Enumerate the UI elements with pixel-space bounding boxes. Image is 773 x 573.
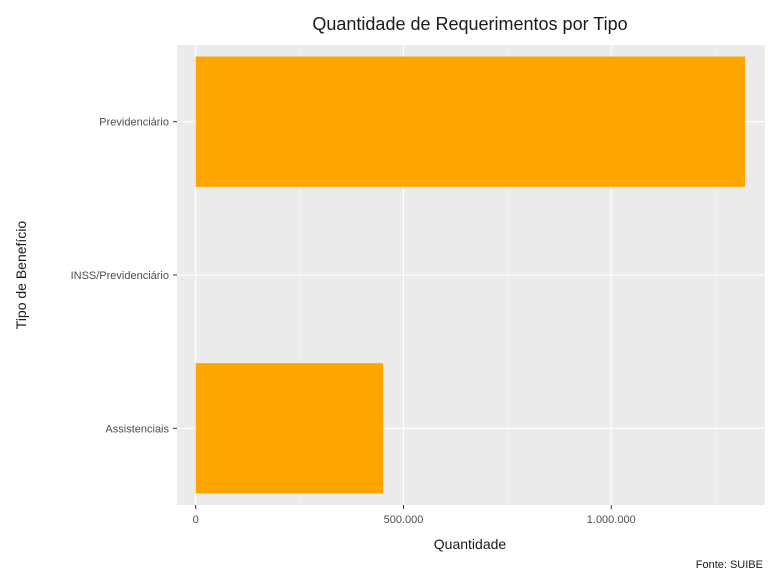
plot-area: Previdenciário INSS/Previdenciário Assiste… [71, 45, 765, 526]
x-axis-title: Quantidade [434, 536, 507, 552]
y-tick-label: Assistenciais [105, 423, 169, 435]
y-tick-label: Previdenciário [99, 117, 169, 129]
x-tick-label: 0 [193, 514, 199, 526]
x-tick-label: 1.000.000 [587, 514, 636, 526]
bar [195, 363, 384, 494]
chart-caption: Fonte: SUIBE [696, 559, 763, 571]
chart-title: Quantidade de Requerimentos por Tipo [312, 14, 627, 34]
x-tick-label: 500.000 [384, 514, 424, 526]
y-axis-title: Tipo de Benefício [13, 221, 29, 330]
bar [195, 56, 746, 187]
y-tick-label: INSS/Previdenciário [71, 270, 169, 282]
